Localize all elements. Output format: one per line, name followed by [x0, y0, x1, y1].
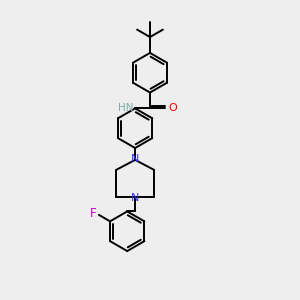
Text: N: N: [131, 193, 139, 202]
Text: F: F: [90, 207, 97, 220]
Text: N: N: [131, 154, 139, 164]
Text: HN: HN: [118, 103, 133, 113]
Text: O: O: [169, 103, 178, 113]
